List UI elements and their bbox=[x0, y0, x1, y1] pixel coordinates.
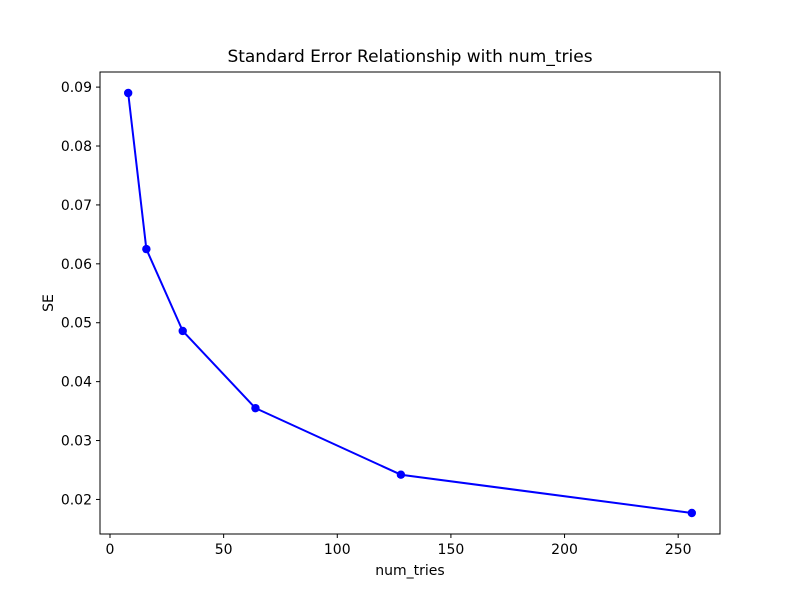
y-tick-label: 0.07 bbox=[61, 198, 92, 214]
line-series bbox=[123, 88, 697, 518]
chart-title: Standard Error Relationship with num_tri… bbox=[227, 47, 592, 67]
series-line bbox=[127, 92, 693, 514]
x-tick-label: 0 bbox=[106, 542, 115, 558]
y-tick-label: 0.05 bbox=[61, 316, 92, 332]
data-point-marker bbox=[251, 403, 260, 413]
data-point-marker bbox=[142, 244, 151, 254]
x-tick-label: 100 bbox=[324, 542, 351, 558]
x-tick-label: 200 bbox=[551, 542, 578, 558]
plot-area bbox=[99, 71, 721, 535]
x-tick-label: 150 bbox=[438, 542, 465, 558]
y-tick-label: 0.06 bbox=[61, 257, 92, 273]
axis-ticks: 0 50 100 150 200 250 0.02 0.03 0.04 0.05 0.06 0.07 0… bbox=[61, 80, 692, 558]
data-point-marker bbox=[123, 88, 133, 98]
data-point-marker bbox=[396, 470, 406, 479]
y-tick-label: 0.03 bbox=[61, 434, 92, 450]
y-tick-label: 0.02 bbox=[61, 492, 92, 508]
y-axis-label: SE bbox=[41, 294, 57, 312]
x-tick-label: 50 bbox=[215, 542, 233, 558]
data-point-marker bbox=[178, 326, 187, 336]
data-point-marker bbox=[687, 508, 697, 518]
x-axis-label: num_tries bbox=[375, 563, 444, 579]
y-tick-label: 0.08 bbox=[61, 139, 92, 155]
y-tick-label: 0.09 bbox=[61, 80, 92, 96]
x-tick-label: 250 bbox=[665, 542, 692, 558]
y-tick-label: 0.04 bbox=[61, 375, 92, 391]
